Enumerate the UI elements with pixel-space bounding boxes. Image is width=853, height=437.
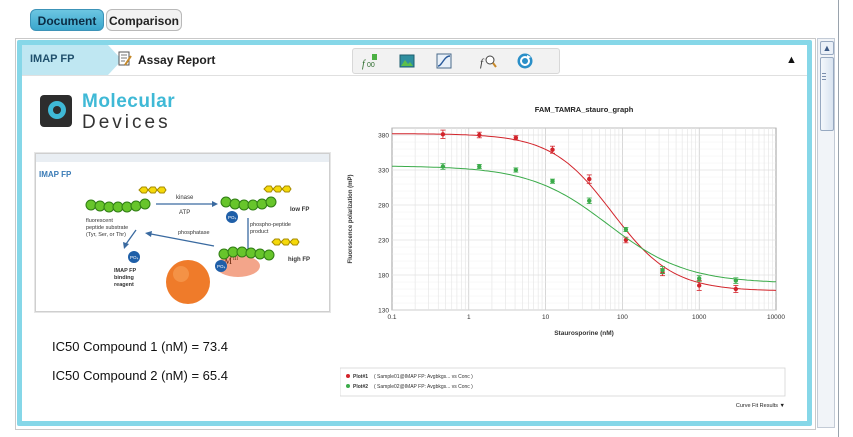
data-point (733, 286, 739, 292)
y-tick-label: 180 (378, 273, 389, 280)
legend-series-detail: ( Sample01@IMAP FP: Avgbkgs... vs Conc ) (374, 374, 473, 380)
curve-fit-icon[interactable] (435, 52, 453, 70)
ic50-label-2: IC50 Compound 2 (nM) = (52, 368, 200, 383)
data-point (550, 147, 555, 152)
binding-bead-icon (166, 260, 210, 304)
svg-text:M: M (224, 256, 232, 266)
assay-diagram: IMAP FP fluorescent peptide substrate (Tyr… (35, 153, 330, 312)
x-tick-label: 1 (467, 314, 471, 321)
data-point (587, 176, 592, 182)
x-tick-label: 10 (542, 314, 550, 321)
logo-line1: Molecular (82, 91, 176, 112)
logo-line2: Devices (82, 112, 171, 133)
report-title: Assay Report (138, 53, 216, 67)
scrollbar-grip-icon (822, 73, 826, 74)
ic50-result-2: IC50 Compound 2 (nM) = 65.4 (52, 368, 228, 383)
formula-zoom-icon[interactable]: f (479, 52, 497, 70)
legend-series-name: Plot#1 (353, 374, 368, 380)
tab-document[interactable]: Document (30, 9, 104, 31)
svg-text:PO₄: PO₄ (217, 264, 226, 269)
ic50-value-1: 73.4 (202, 339, 228, 354)
section-label-text: IMAP FP (30, 53, 75, 65)
x-axis-label: Staurosporine (nM) (554, 330, 614, 337)
data-point (513, 135, 519, 140)
svg-text:00: 00 (367, 62, 375, 69)
svg-text:III: III (233, 257, 238, 262)
kinase-label: kinase (176, 195, 194, 201)
high-fp-label: high FP (288, 257, 310, 263)
report-toolbar: f 00 f (352, 48, 560, 74)
data-point (587, 198, 592, 203)
collapse-icon[interactable]: ▲ (786, 54, 797, 66)
section-label: IMAP FP (22, 45, 108, 75)
legend-box (339, 367, 786, 397)
low-fp-label: low FP (290, 207, 309, 213)
dose-response-chart: FAM_TAMRA_stauro_graph 0.1 1 10 100 1000 10000… (339, 98, 790, 418)
fit-curve-1 (392, 133, 777, 291)
y-tick-label: 280 (378, 203, 389, 210)
report-header: IMAP FP Assay Report f 00 f (22, 45, 807, 76)
company-logo: Molecular Devices (40, 91, 200, 133)
legend-marker (346, 384, 350, 388)
data-point (477, 132, 482, 138)
data-point (733, 278, 739, 283)
chart-title: FAM_TAMRA_stauro_graph (535, 105, 634, 114)
logo-mark-icon (40, 95, 72, 127)
atp-label: ATP (179, 210, 190, 216)
x-tick-label: 1000 (692, 314, 707, 321)
scrollbar-thumb[interactable] (820, 57, 834, 131)
report-icon (118, 51, 132, 66)
ic50-label-1: IC50 Compound 1 (nM) = (52, 339, 200, 354)
svg-text:f: f (480, 57, 485, 69)
report-panel-border (17, 40, 812, 426)
data-point (697, 283, 702, 288)
diagram-title: IMAP FP (39, 170, 72, 179)
y-tick-label: 230 (378, 238, 389, 245)
svg-text:f: f (362, 59, 366, 70)
x-tick-label: 0.1 (387, 314, 396, 321)
legend-marker (346, 374, 350, 378)
x-tick-label: 10000 (767, 314, 785, 321)
y-tick-label: 130 (378, 308, 389, 315)
legend-series-detail: ( Sample02@IMAP FP: Avgbkgs... vs Conc ) (374, 384, 473, 390)
metal-complex-icon (216, 255, 260, 277)
data-point (660, 267, 665, 273)
chart-svg: FAM_TAMRA_stauro_graph 0.1 1 10 100 1000 10000… (339, 105, 786, 409)
data-point (477, 164, 482, 169)
data-point (513, 167, 519, 173)
image-icon[interactable] (398, 52, 416, 70)
scroll-up-icon[interactable]: ▲ (820, 41, 834, 55)
refresh-icon[interactable] (516, 52, 534, 70)
y-tick-label: 330 (378, 168, 389, 175)
formula-chart-icon[interactable]: f 00 (361, 52, 379, 70)
document-tab-bar: Document Comparison (0, 0, 853, 36)
data-point (550, 179, 555, 184)
ic50-value-2: 65.4 (202, 368, 228, 383)
curve-fit-results-link[interactable]: Curve Fit Results ▼ (736, 403, 785, 409)
phospho-product-icon: PO₄ (220, 185, 292, 223)
data-point (697, 276, 702, 281)
ic50-result-1: IC50 Compound 1 (nM) = 73.4 (52, 339, 228, 354)
legend-series-name: Plot#2 (353, 384, 368, 390)
free-phosphate-icon (128, 251, 140, 263)
y-tick-label: 380 (378, 133, 389, 140)
data-point (440, 132, 446, 137)
diagram-graphic: fluorescent peptide substrate (Tyr, Ser, o… (36, 154, 329, 304)
phosphatase-label: phosphatase (178, 230, 210, 236)
data-point (440, 164, 446, 169)
x-tick-label: 100 (617, 314, 628, 321)
svg-text:PO₄: PO₄ (228, 215, 237, 220)
tab-comparison[interactable]: Comparison (106, 9, 182, 31)
vertical-scrollbar[interactable]: ▲ (817, 38, 835, 428)
y-axis-label: Fluorescence polarization (mP) (348, 174, 354, 263)
fit-curve-2 (392, 165, 777, 283)
svg-text:PO₄: PO₄ (130, 255, 139, 260)
substrate-peptide-icon (85, 186, 167, 213)
window-edge (838, 0, 839, 437)
data-point (623, 227, 629, 232)
